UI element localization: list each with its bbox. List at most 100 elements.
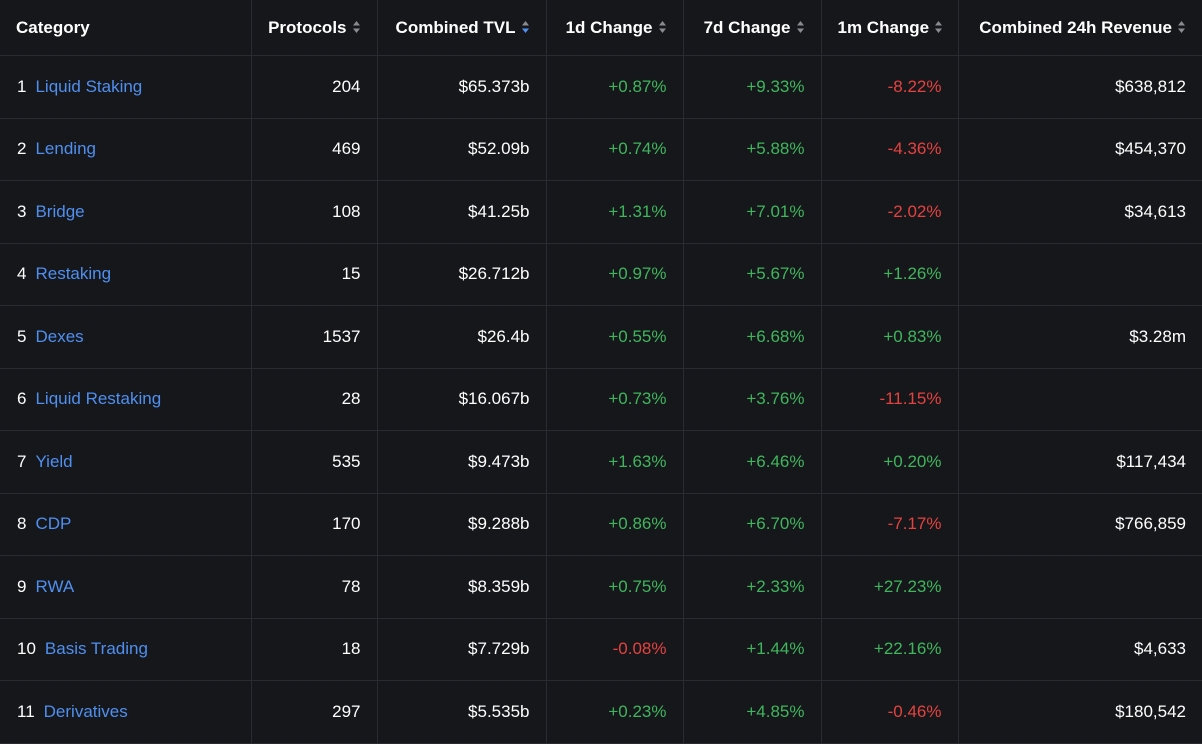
revenue-24h-cell: $766,859	[957, 493, 1202, 556]
column-header-category: Category	[0, 0, 251, 56]
sort-icon[interactable]	[658, 20, 667, 34]
change-1d-cell: +0.74%	[545, 118, 683, 181]
category-link[interactable]: Basis Trading	[44, 639, 148, 659]
column-header-7d-change[interactable]: 7d Change	[682, 0, 821, 56]
change-1m-cell: -2.02%	[820, 180, 958, 244]
category-cell: 10 Basis Trading	[0, 618, 251, 681]
change-1d-cell: +0.87%	[545, 55, 683, 119]
sort-descending-icon[interactable]	[521, 20, 530, 34]
combined-tvl-cell: $26.4b	[376, 305, 546, 369]
rank-number: 5	[17, 326, 27, 346]
category-cell: 6 Liquid Restaking	[0, 368, 251, 431]
category-link[interactable]: Yield	[35, 451, 73, 471]
combined-tvl-cell: $26.712b	[376, 243, 546, 306]
combined-tvl-cell: $9.473b	[376, 430, 546, 494]
column-header-label: 1d Change	[565, 17, 653, 37]
protocols-cell: 18	[250, 618, 377, 681]
column-header-1m-change[interactable]: 1m Change	[820, 0, 958, 56]
column-header-1d-change[interactable]: 1d Change	[545, 0, 683, 56]
change-1d-cell: +0.23%	[545, 680, 683, 744]
protocols-cell: 1537	[250, 305, 377, 369]
category-cell: 4 Restaking	[0, 243, 251, 306]
column-header-label: Combined TVL	[395, 17, 516, 37]
rank-number: 7	[17, 451, 27, 471]
revenue-24h-cell	[957, 368, 1202, 431]
protocols-cell: 28	[250, 368, 377, 431]
rank-number: 9	[17, 576, 27, 596]
table-row: 5 Dexes 1537 $26.4b +0.55% +6.68% +0.83% $3.28m	[0, 305, 1202, 369]
change-7d-cell: +5.67%	[682, 243, 821, 306]
category-link[interactable]: Liquid Restaking	[35, 389, 162, 409]
revenue-24h-cell: $638,812	[957, 55, 1202, 119]
sort-icon[interactable]	[352, 20, 361, 34]
table-header-row: Category Protocols Combined TVL 1d Chang…	[0, 0, 1202, 56]
sort-icon[interactable]	[934, 20, 943, 34]
rank-number: 6	[17, 389, 27, 409]
change-7d-cell: +3.76%	[682, 368, 821, 431]
column-header-label: Protocols	[268, 17, 347, 37]
protocols-cell: 297	[250, 680, 377, 744]
combined-tvl-cell: $7.729b	[376, 618, 546, 681]
rank-number: 4	[17, 264, 27, 284]
column-header-label: Combined 24h Revenue	[979, 17, 1172, 37]
table-row: 2 Lending 469 $52.09b +0.74% +5.88% -4.36% $454…	[0, 118, 1202, 181]
change-1m-cell: +27.23%	[820, 555, 958, 619]
rank-number: 11	[17, 701, 35, 721]
change-1m-cell: -4.36%	[820, 118, 958, 181]
column-header-combined-tvl[interactable]: Combined TVL	[376, 0, 546, 56]
rank-number: 3	[17, 201, 27, 221]
column-header-protocols[interactable]: Protocols	[250, 0, 377, 56]
protocols-cell: 535	[250, 430, 377, 494]
table-body: 1 Liquid Staking 204 $65.373b +0.87% +9.33% -8…	[0, 55, 1202, 744]
change-7d-cell: +5.88%	[682, 118, 821, 181]
revenue-24h-cell	[957, 555, 1202, 619]
change-1m-cell: -0.46%	[820, 680, 958, 744]
category-link[interactable]: Lending	[35, 139, 96, 159]
change-1m-cell: -7.17%	[820, 493, 958, 556]
column-header-combined-24h-revenue[interactable]: Combined 24h Revenue	[957, 0, 1202, 56]
protocols-cell: 469	[250, 118, 377, 181]
column-header-label: 1m Change	[837, 17, 930, 37]
sort-icon[interactable]	[796, 20, 805, 34]
change-1d-cell: +0.86%	[545, 493, 683, 556]
change-7d-cell: +7.01%	[682, 180, 821, 244]
table-row: 4 Restaking 15 $26.712b +0.97% +5.67% +1.26%	[0, 243, 1202, 306]
table-row: 1 Liquid Staking 204 $65.373b +0.87% +9.33% -8…	[0, 55, 1202, 119]
table-row: 7 Yield 535 $9.473b +1.63% +6.46% +0.20% $117,4…	[0, 430, 1202, 494]
change-1m-cell: -11.15%	[820, 368, 958, 431]
change-1m-cell: +1.26%	[820, 243, 958, 306]
revenue-24h-cell	[957, 243, 1202, 306]
change-1d-cell: +0.55%	[545, 305, 683, 369]
combined-tvl-cell: $41.25b	[376, 180, 546, 244]
protocols-cell: 78	[250, 555, 377, 619]
category-cell: 9 RWA	[0, 555, 251, 619]
category-link[interactable]: CDP	[35, 514, 72, 534]
change-7d-cell: +2.33%	[682, 555, 821, 619]
combined-tvl-cell: $8.359b	[376, 555, 546, 619]
change-7d-cell: +4.85%	[682, 680, 821, 744]
protocols-cell: 204	[250, 55, 377, 119]
category-link[interactable]: Liquid Staking	[35, 76, 143, 96]
table-row: 11 Derivatives 297 $5.535b +0.23% +4.85% -0.46…	[0, 680, 1202, 744]
sort-icon[interactable]	[1177, 20, 1186, 34]
change-7d-cell: +6.70%	[682, 493, 821, 556]
combined-tvl-cell: $16.067b	[376, 368, 546, 431]
change-1d-cell: +1.31%	[545, 180, 683, 244]
combined-tvl-cell: $52.09b	[376, 118, 546, 181]
protocols-cell: 15	[250, 243, 377, 306]
table-row: 6 Liquid Restaking 28 $16.067b +0.73% +3.76% -…	[0, 368, 1202, 431]
category-link[interactable]: Dexes	[35, 326, 84, 346]
category-link[interactable]: Restaking	[35, 264, 112, 284]
rank-number: 2	[17, 139, 27, 159]
revenue-24h-cell: $117,434	[957, 430, 1202, 494]
category-link[interactable]: RWA	[35, 576, 75, 596]
category-link[interactable]: Bridge	[35, 201, 85, 221]
change-1m-cell: +22.16%	[820, 618, 958, 681]
category-link[interactable]: Derivatives	[43, 701, 128, 721]
change-1d-cell: +0.73%	[545, 368, 683, 431]
combined-tvl-cell: $5.535b	[376, 680, 546, 744]
change-7d-cell: +6.68%	[682, 305, 821, 369]
change-7d-cell: +6.46%	[682, 430, 821, 494]
change-1d-cell: -0.08%	[545, 618, 683, 681]
table-row: 9 RWA 78 $8.359b +0.75% +2.33% +27.23%	[0, 555, 1202, 619]
